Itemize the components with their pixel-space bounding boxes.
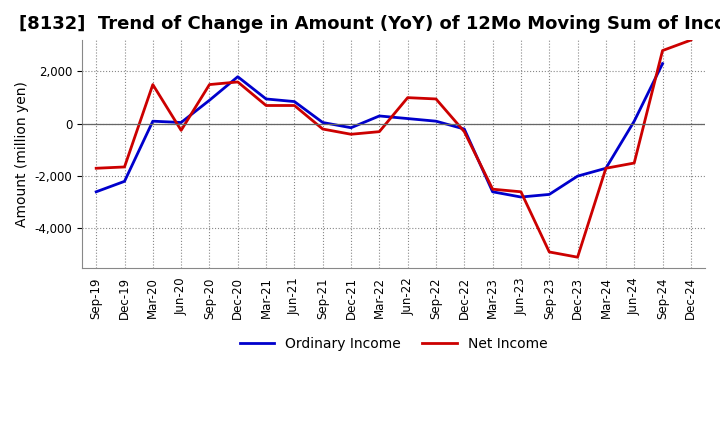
Ordinary Income bbox=[148, 118, 157, 124]
Net Income bbox=[432, 96, 441, 102]
Ordinary Income bbox=[233, 74, 242, 79]
Net Income bbox=[148, 82, 157, 87]
Net Income bbox=[517, 189, 526, 194]
Net Income bbox=[318, 126, 327, 132]
Net Income bbox=[233, 79, 242, 84]
Ordinary Income bbox=[92, 189, 101, 194]
Ordinary Income bbox=[318, 120, 327, 125]
Ordinary Income bbox=[630, 118, 639, 124]
Ordinary Income bbox=[403, 116, 412, 121]
Ordinary Income bbox=[432, 118, 441, 124]
Ordinary Income bbox=[488, 189, 497, 194]
Net Income bbox=[375, 129, 384, 134]
Net Income bbox=[290, 103, 299, 108]
Ordinary Income bbox=[205, 98, 214, 103]
Line: Ordinary Income: Ordinary Income bbox=[96, 64, 662, 197]
Net Income bbox=[488, 187, 497, 192]
Net Income bbox=[460, 129, 469, 134]
Ordinary Income bbox=[290, 99, 299, 104]
Ordinary Income bbox=[262, 96, 271, 102]
Net Income bbox=[602, 165, 611, 171]
Ordinary Income bbox=[573, 173, 582, 179]
Ordinary Income bbox=[602, 165, 611, 171]
Net Income bbox=[687, 37, 696, 43]
Net Income bbox=[403, 95, 412, 100]
Y-axis label: Amount (million yen): Amount (million yen) bbox=[15, 81, 29, 227]
Net Income bbox=[120, 164, 129, 169]
Net Income bbox=[262, 103, 271, 108]
Ordinary Income bbox=[347, 125, 356, 130]
Ordinary Income bbox=[120, 179, 129, 184]
Net Income bbox=[573, 255, 582, 260]
Ordinary Income bbox=[177, 120, 186, 125]
Ordinary Income bbox=[545, 192, 554, 197]
Net Income bbox=[630, 161, 639, 166]
Net Income bbox=[545, 249, 554, 255]
Legend: Ordinary Income, Net Income: Ordinary Income, Net Income bbox=[234, 331, 553, 356]
Ordinary Income bbox=[517, 194, 526, 200]
Title: [8132]  Trend of Change in Amount (YoY) of 12Mo Moving Sum of Incomes: [8132] Trend of Change in Amount (YoY) o… bbox=[19, 15, 720, 33]
Net Income bbox=[658, 48, 667, 53]
Net Income bbox=[92, 165, 101, 171]
Net Income bbox=[347, 132, 356, 137]
Net Income bbox=[177, 128, 186, 133]
Net Income bbox=[205, 82, 214, 87]
Ordinary Income bbox=[460, 126, 469, 132]
Line: Net Income: Net Income bbox=[96, 40, 691, 257]
Ordinary Income bbox=[658, 61, 667, 66]
Ordinary Income bbox=[375, 114, 384, 119]
